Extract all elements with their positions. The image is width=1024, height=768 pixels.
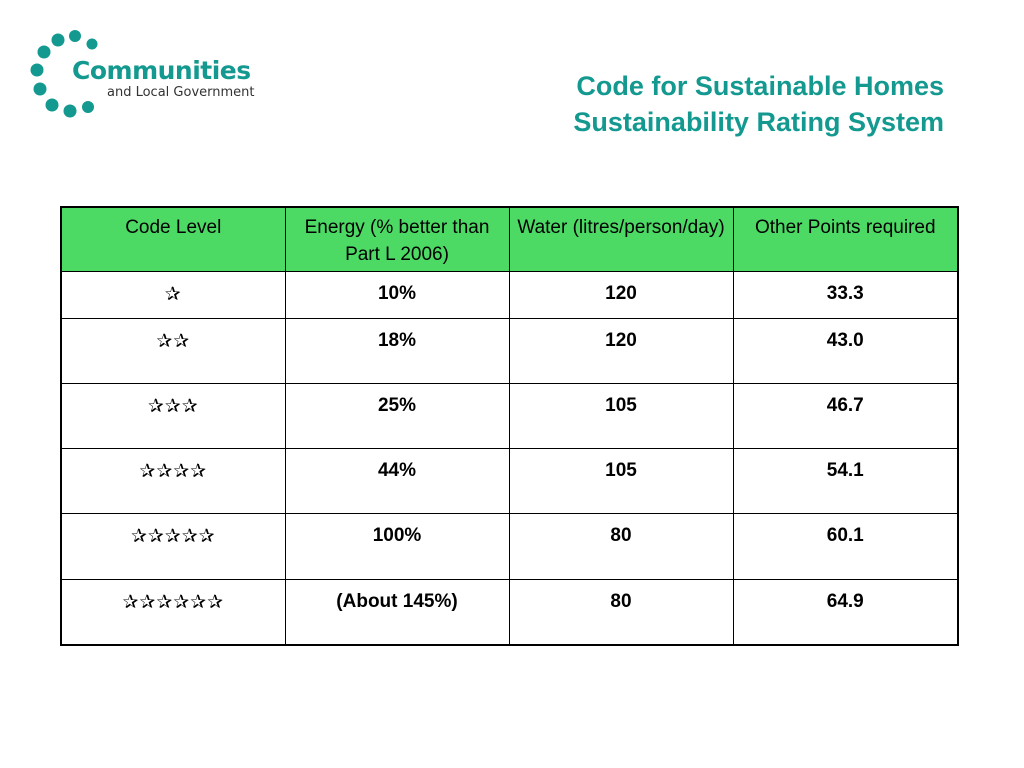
cell-other-points: 64.9 (732, 578, 959, 646)
table-row: ✰✰✰✰✰✰ (About 145%) 80 64.9 (60, 578, 959, 646)
header-energy: Energy (% better than Part L 2006) (284, 206, 510, 272)
cell-energy: 44% (284, 447, 510, 514)
cell-water: 105 (508, 447, 734, 514)
cell-other-points: 43.0 (732, 317, 959, 384)
cell-energy: 10% (284, 270, 510, 319)
table-row: ✰✰ 18% 120 43.0 (60, 317, 959, 384)
cell-energy: 18% (284, 317, 510, 384)
cell-other-points: 33.3 (732, 270, 959, 319)
logo-subtitle: and Local Government (107, 85, 255, 100)
cell-code-level: ✰✰ (60, 317, 286, 384)
cell-code-level: ✰✰✰✰✰ (60, 512, 286, 580)
rating-table: Code Level Energy (% better than Part L … (60, 206, 959, 646)
cell-other-points: 60.1 (732, 512, 959, 580)
cell-water: 80 (508, 512, 734, 580)
table-row: ✰✰✰✰✰ 100% 80 60.1 (60, 512, 959, 580)
cell-code-level: ✰ (60, 270, 286, 319)
cell-energy: (About 145%) (284, 578, 510, 646)
logo: Communities and Local Government (30, 30, 270, 120)
cell-water: 80 (508, 578, 734, 646)
stars-icon: ✰✰✰ (147, 394, 199, 417)
table-header-row: Code Level Energy (% better than Part L … (60, 206, 959, 272)
title-line-1: Code for Sustainable Homes (576, 71, 944, 101)
cell-energy: 100% (284, 512, 510, 580)
cell-code-level: ✰✰✰ (60, 382, 286, 449)
stars-icon: ✰✰✰✰✰ (130, 524, 216, 547)
page-title: Code for Sustainable Homes Sustainabilit… (573, 68, 944, 140)
cell-water: 120 (508, 270, 734, 319)
header-code-level: Code Level (60, 206, 286, 272)
stars-icon: ✰✰✰✰✰✰ (122, 590, 225, 613)
stars-icon: ✰✰ (156, 329, 191, 352)
cell-energy: 25% (284, 382, 510, 449)
cell-other-points: 54.1 (732, 447, 959, 514)
title-line-2: Sustainability Rating System (573, 107, 944, 137)
stars-icon: ✰ (164, 282, 182, 305)
cell-water: 120 (508, 317, 734, 384)
header-water: Water (litres/person/day) (508, 206, 734, 272)
cell-code-level: ✰✰✰✰✰✰ (60, 578, 286, 646)
cell-other-points: 46.7 (732, 382, 959, 449)
header-other-points: Other Points required (732, 206, 959, 272)
cell-code-level: ✰✰✰✰ (60, 447, 286, 514)
table-row: ✰✰✰ 25% 105 46.7 (60, 382, 959, 449)
table-row: ✰✰✰✰ 44% 105 54.1 (60, 447, 959, 514)
logo-dots-icon (30, 30, 98, 118)
stars-icon: ✰✰✰✰ (139, 459, 208, 482)
cell-water: 105 (508, 382, 734, 449)
table-row: ✰ 10% 120 33.3 (60, 270, 959, 319)
logo-name: Communities (72, 56, 251, 85)
